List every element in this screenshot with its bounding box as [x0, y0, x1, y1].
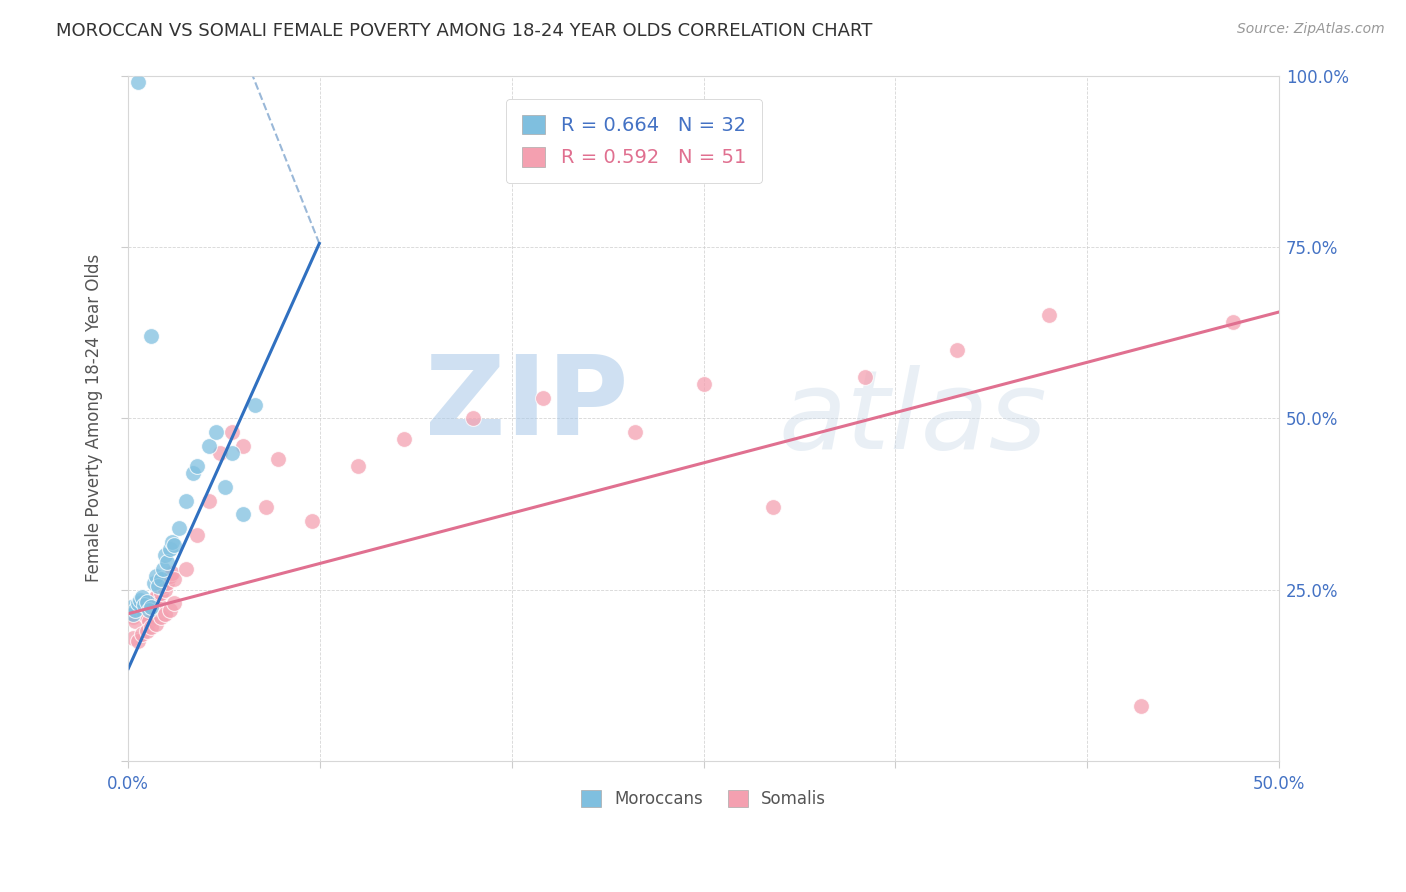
Point	[186, 528, 208, 542]
Point	[853, 370, 876, 384]
Point	[127, 596, 149, 610]
Point	[945, 343, 967, 357]
Point	[463, 411, 485, 425]
Point	[135, 624, 157, 638]
Point	[141, 599, 163, 614]
Point	[623, 425, 645, 439]
Point	[232, 508, 254, 522]
Point	[221, 445, 243, 459]
Point	[141, 620, 163, 634]
Point	[138, 603, 160, 617]
Point	[148, 579, 170, 593]
Point	[142, 593, 165, 607]
Point	[135, 595, 157, 609]
Point	[153, 582, 176, 597]
Point	[120, 607, 142, 621]
Point	[145, 569, 167, 583]
Point	[135, 610, 157, 624]
Point	[163, 538, 186, 552]
Point	[120, 599, 142, 614]
Point	[148, 596, 170, 610]
Point	[122, 610, 145, 624]
Point	[127, 75, 149, 89]
Point	[152, 579, 174, 593]
Point	[142, 575, 165, 590]
Point	[1038, 309, 1060, 323]
Point	[181, 466, 204, 480]
Point	[163, 596, 186, 610]
Point	[122, 607, 145, 621]
Point	[149, 610, 172, 624]
Point	[134, 598, 156, 612]
Point	[254, 500, 277, 515]
Point	[347, 459, 370, 474]
Point	[301, 514, 323, 528]
Point	[156, 555, 179, 569]
Point	[145, 590, 167, 604]
Point	[124, 603, 146, 617]
Point	[394, 432, 416, 446]
Point	[160, 566, 183, 580]
Point	[209, 445, 232, 459]
Point	[1129, 699, 1152, 714]
Point	[204, 425, 226, 439]
Point	[160, 534, 183, 549]
Point	[152, 562, 174, 576]
Point	[141, 599, 163, 614]
Point	[141, 329, 163, 343]
Point	[149, 573, 172, 587]
Point	[128, 596, 150, 610]
Point	[174, 493, 197, 508]
Point	[198, 493, 221, 508]
Point	[214, 480, 236, 494]
Point	[134, 607, 156, 621]
Point	[221, 425, 243, 439]
Text: atlas: atlas	[779, 365, 1047, 472]
Point	[128, 593, 150, 607]
Point	[131, 603, 153, 617]
Point	[243, 398, 266, 412]
Legend: Moroccans, Somalis: Moroccans, Somalis	[574, 783, 832, 814]
Point	[131, 590, 153, 604]
Point	[153, 607, 176, 621]
Point	[762, 500, 785, 515]
Point	[159, 569, 181, 583]
Text: MOROCCAN VS SOMALI FEMALE POVERTY AMONG 18-24 YEAR OLDS CORRELATION CHART: MOROCCAN VS SOMALI FEMALE POVERTY AMONG …	[56, 22, 873, 40]
Point	[122, 631, 145, 645]
Point	[267, 452, 290, 467]
Point	[159, 603, 181, 617]
Point	[692, 377, 714, 392]
Point	[124, 614, 146, 628]
Point	[159, 541, 181, 556]
Point	[163, 573, 186, 587]
Point	[232, 439, 254, 453]
Point	[131, 627, 153, 641]
Point	[127, 603, 149, 617]
Point	[138, 614, 160, 628]
Y-axis label: Female Poverty Among 18-24 Year Olds: Female Poverty Among 18-24 Year Olds	[86, 254, 103, 582]
Point	[156, 575, 179, 590]
Point	[149, 586, 172, 600]
Point	[174, 562, 197, 576]
Point	[1222, 315, 1244, 329]
Point	[186, 459, 208, 474]
Text: ZIP: ZIP	[426, 351, 628, 458]
Point	[198, 439, 221, 453]
Point	[153, 549, 176, 563]
Point	[127, 634, 149, 648]
Point	[167, 521, 190, 535]
Text: Source: ZipAtlas.com: Source: ZipAtlas.com	[1237, 22, 1385, 37]
Point	[531, 391, 554, 405]
Point	[145, 617, 167, 632]
